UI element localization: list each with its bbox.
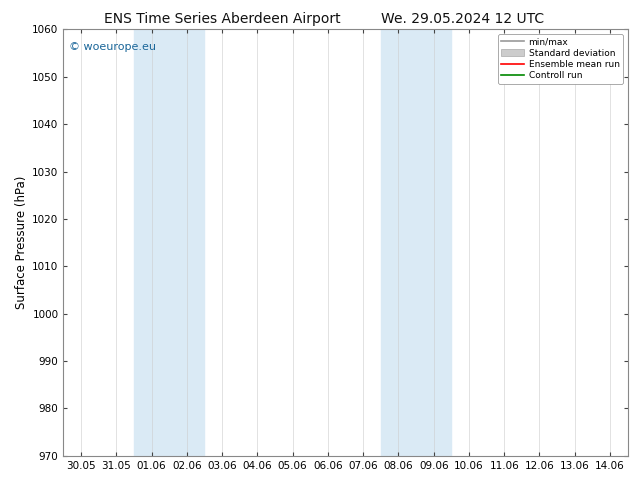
Bar bbox=[381, 29, 451, 456]
Y-axis label: Surface Pressure (hPa): Surface Pressure (hPa) bbox=[15, 176, 28, 309]
Text: © woeurope.eu: © woeurope.eu bbox=[69, 42, 156, 52]
Text: We. 29.05.2024 12 UTC: We. 29.05.2024 12 UTC bbox=[381, 12, 545, 26]
Text: ENS Time Series Aberdeen Airport: ENS Time Series Aberdeen Airport bbox=[103, 12, 340, 26]
Legend: min/max, Standard deviation, Ensemble mean run, Controll run: min/max, Standard deviation, Ensemble me… bbox=[498, 34, 623, 84]
Bar bbox=[134, 29, 204, 456]
